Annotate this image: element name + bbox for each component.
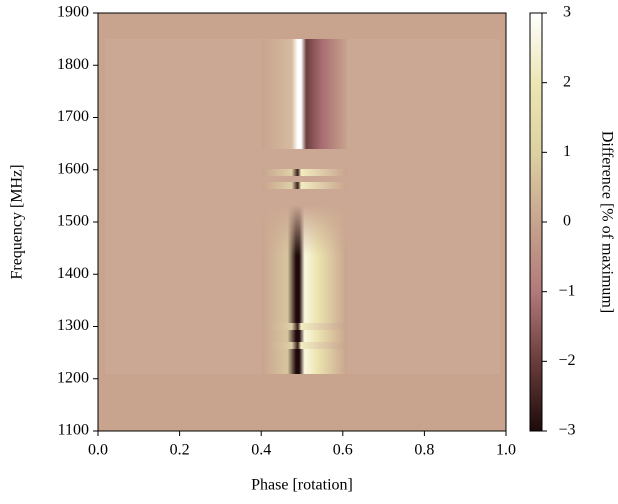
heatmap-feature <box>262 342 347 349</box>
y-tick-label: 1100 <box>58 422 89 439</box>
y-axis-label: Frequency [MHz] <box>9 164 26 279</box>
colorbar-tick-label: −2 <box>558 352 575 369</box>
x-tick-label: 1.0 <box>496 442 516 459</box>
colorbar-tick-label: −1 <box>558 282 575 299</box>
y-tick-label: 1800 <box>57 56 89 73</box>
heatmap-feature <box>262 39 347 149</box>
x-tick-label: 0.4 <box>251 442 271 459</box>
heatmap <box>98 13 506 431</box>
colorbar-tick-label: 0 <box>563 213 571 230</box>
y-tick-label: 1600 <box>57 160 89 177</box>
colorbar-tick-label: 2 <box>563 73 571 90</box>
x-tick-label: 0.8 <box>414 442 434 459</box>
colorbar-tick-label: 1 <box>563 143 571 160</box>
colorbar-tick-label: 3 <box>563 4 571 21</box>
y-tick-label: 1300 <box>57 317 89 334</box>
x-tick-label: 0.6 <box>333 442 353 459</box>
colorbar-tick-label: −3 <box>558 422 575 439</box>
heatmap-feature <box>262 323 347 330</box>
x-tick-label: 0.0 <box>88 442 108 459</box>
colorbar-label: Difference [% of maximum] <box>598 131 615 313</box>
x-tick-label: 0.2 <box>170 442 190 459</box>
heatmap-feature <box>262 182 347 189</box>
y-tick-label: 1200 <box>57 369 89 386</box>
y-tick-label: 1500 <box>57 213 89 230</box>
x-axis-label: Phase [rotation] <box>251 477 353 494</box>
y-tick-label: 1900 <box>57 4 89 21</box>
y-tick-label: 1700 <box>57 108 89 125</box>
heatmap-feature <box>262 169 347 176</box>
colorbar <box>529 12 543 432</box>
y-tick-label: 1400 <box>57 265 89 282</box>
